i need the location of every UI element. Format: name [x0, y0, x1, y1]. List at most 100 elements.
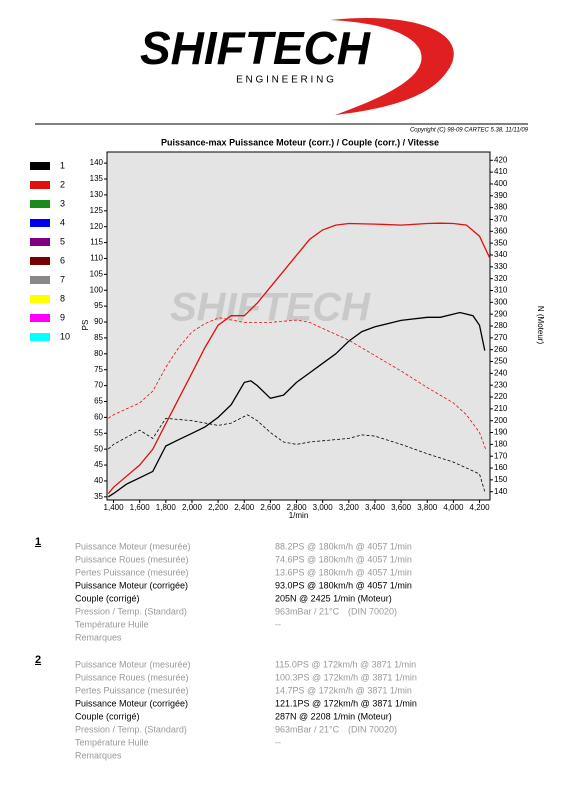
logo-brand: SHIFTECH — [140, 22, 371, 74]
y-tick-label: 75 — [94, 365, 103, 374]
y-tick-label: 125 — [90, 206, 104, 215]
logo-sub: E N G I N E E R I N G — [236, 75, 334, 86]
legend-label: 7 — [60, 274, 65, 284]
legend-label: 4 — [60, 217, 65, 227]
row-value: 287N @ 2208 1/min (Moteur) — [275, 711, 392, 721]
row-value: (DIN 70020) — [348, 606, 397, 616]
row-value: 121.1PS @ 172km/h @ 3871 1/min — [275, 698, 417, 708]
y2-tick-label: 210 — [494, 404, 508, 413]
row-label: Pertes Puissance (mesurée) — [75, 685, 189, 695]
y2-tick-label: 370 — [494, 215, 508, 224]
row-value: 88.2PS @ 180km/h @ 4057 1/min — [275, 541, 412, 551]
row-value: 74.6PS @ 180km/h @ 4057 1/min — [275, 554, 412, 564]
x-tick-label: 3,200 — [339, 503, 360, 512]
result-number: 1 — [35, 536, 41, 548]
legend-swatch — [30, 276, 50, 284]
x-tick-label: 4,000 — [443, 503, 464, 512]
y-tick-label: 95 — [94, 301, 103, 310]
y-tick-label: 60 — [94, 412, 103, 421]
row-label: Température Huile — [75, 737, 149, 747]
legend-label: 1 — [60, 160, 65, 170]
y2-tick-label: 250 — [494, 357, 508, 366]
x-tick-label: 3,000 — [313, 503, 334, 512]
y-tick-label: 55 — [94, 428, 103, 437]
y2-tick-label: 330 — [494, 262, 508, 271]
series-line — [108, 317, 487, 451]
row-label: Puissance Moteur (mesurée) — [75, 659, 191, 669]
x-tick-label: 2,200 — [208, 503, 229, 512]
x-tick-label: 3,600 — [391, 503, 412, 512]
row-value: (DIN 70020) — [348, 724, 397, 734]
legend-label: 5 — [60, 236, 65, 246]
y-tick-label: 105 — [90, 269, 104, 278]
row-label: Couple (corrigé) — [75, 593, 140, 603]
y2-tick-label: 400 — [494, 179, 508, 188]
legend-swatch — [30, 314, 50, 322]
y2-tick-label: 420 — [494, 155, 508, 164]
legend-label: 6 — [60, 255, 65, 265]
y2-tick-label: 270 — [494, 333, 508, 342]
copyright: Copyright (C) 98-09 CARTEC 5.38, 11/11/0… — [410, 128, 529, 134]
y-tick-label: 135 — [90, 174, 104, 183]
y2-tick-label: 160 — [494, 463, 508, 472]
x-tick-label: 3,800 — [417, 503, 438, 512]
x-axis-label: 1/min — [289, 511, 309, 520]
plot: SHIFTECH35404550556065707580859095100105… — [30, 151, 545, 520]
y2-tick-label: 300 — [494, 297, 508, 306]
x-tick-label: 4,200 — [470, 503, 491, 512]
row-label: Pression / Temp. (Standard) — [75, 724, 187, 734]
y2-tick-label: 340 — [494, 250, 508, 259]
x-tick-label: 2,800 — [287, 503, 308, 512]
row-value: 93.0PS @ 180km/h @ 4057 1/min — [275, 580, 412, 590]
legend-label: 3 — [60, 198, 65, 208]
x-tick-label: 2,400 — [234, 503, 255, 512]
series-line — [107, 311, 486, 498]
y2-tick-label: 390 — [494, 191, 508, 200]
legend-label: 8 — [60, 293, 65, 303]
y-axis-label: PS — [81, 320, 90, 331]
y2-tick-label: 280 — [494, 321, 508, 330]
results: 1 Puissance Moteur (mesurée) 88.2PS @ 180k… — [35, 536, 417, 760]
y2-tick-label: 290 — [494, 309, 508, 318]
legend-swatch — [30, 219, 50, 227]
row-value: 14.7PS @ 172km/h @ 3871 1/min — [275, 685, 412, 695]
y2-tick-label: 220 — [494, 392, 508, 401]
y-tick-label: 40 — [94, 476, 103, 485]
x-tick-label: 3,400 — [365, 503, 386, 512]
row-value: 100.3PS @ 172km/h @ 3871 1/min — [275, 672, 417, 682]
y2-tick-label: 360 — [494, 226, 508, 235]
y-tick-label: 120 — [90, 222, 104, 231]
row-label: Pertes Puissance (mesurée) — [75, 567, 189, 577]
y-tick-label: 65 — [94, 397, 103, 406]
y-tick-label: 50 — [94, 444, 103, 453]
legend-swatch — [30, 162, 50, 170]
y-tick-label: 70 — [94, 381, 103, 390]
row-value: -- — [275, 737, 281, 747]
y-tick-label: 130 — [90, 190, 104, 199]
chart-title: Puissance-max Puissance Moteur (corr.) /… — [161, 137, 439, 147]
row-value: 963mBar / 21°C — [275, 724, 340, 734]
legend-swatch — [30, 181, 50, 189]
y2-tick-label: 170 — [494, 451, 508, 460]
legend-swatch — [30, 333, 50, 341]
row-label: Puissance Moteur (mesurée) — [75, 541, 191, 551]
y2-tick-label: 150 — [494, 475, 508, 484]
x-tick-label: 1,600 — [130, 503, 151, 512]
legend-label: 10 — [60, 331, 70, 341]
y2-tick-label: 180 — [494, 439, 508, 448]
y-tick-label: 45 — [94, 460, 103, 469]
y-tick-label: 140 — [90, 158, 104, 167]
y2-tick-label: 200 — [494, 416, 508, 425]
row-label: Remarques — [75, 632, 122, 642]
x-tick-label: 2,000 — [182, 503, 203, 512]
legend-swatch — [30, 257, 50, 265]
row-label: Puissance Roues (mesurée) — [75, 672, 189, 682]
y-tick-label: 90 — [94, 317, 103, 326]
y2-tick-label: 380 — [494, 203, 508, 212]
y2-tick-label: 230 — [494, 380, 508, 389]
y2-tick-label: 320 — [494, 274, 508, 283]
result-number: 2 — [35, 654, 41, 666]
x-tick-label: 1,400 — [104, 503, 125, 512]
y2-tick-label: 140 — [494, 487, 508, 496]
